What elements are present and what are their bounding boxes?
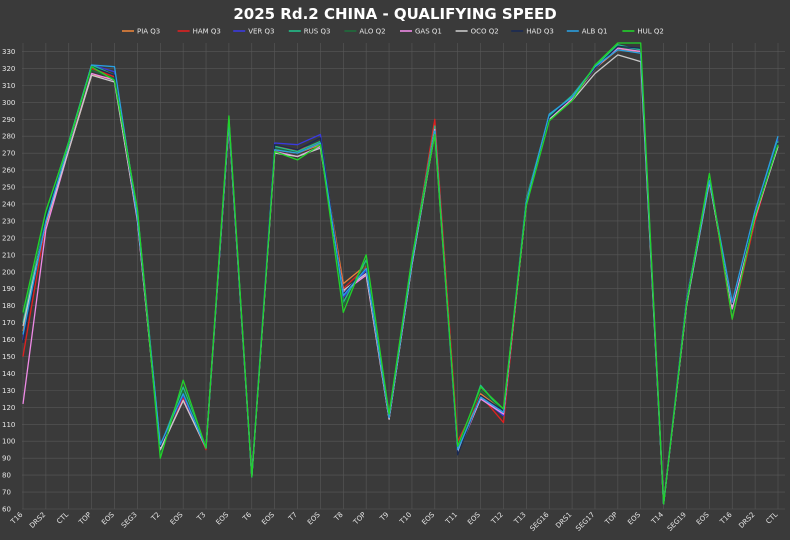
x-tick-label: TOP bbox=[603, 511, 619, 527]
legend-item: PIA Q3 bbox=[122, 28, 160, 36]
x-tick-label: T14 bbox=[649, 510, 665, 526]
y-tick-label: 90 bbox=[2, 455, 11, 463]
y-tick-label: 310 bbox=[2, 82, 15, 90]
x-tick-label: EOS bbox=[260, 510, 276, 526]
y-tick-label: 150 bbox=[2, 353, 15, 361]
y-tick-label: 270 bbox=[2, 150, 15, 158]
legend-label: PIA Q3 bbox=[137, 28, 160, 36]
y-tick-label: 190 bbox=[2, 285, 15, 293]
y-tick-label: 180 bbox=[2, 302, 15, 310]
legend-item: OCO Q2 bbox=[455, 28, 499, 36]
x-tick-label: SEG19 bbox=[666, 511, 688, 533]
x-tick-label: TOP bbox=[351, 511, 367, 527]
legend-item: HAM Q3 bbox=[177, 28, 221, 36]
y-tick-label: 120 bbox=[2, 404, 15, 412]
y-tick-label: 230 bbox=[2, 217, 15, 225]
legend-label: OCO Q2 bbox=[471, 28, 499, 36]
legend-item: ALO Q2 bbox=[344, 28, 386, 36]
series-line-ver-q3 bbox=[22, 45, 779, 505]
legend-label: VER Q3 bbox=[248, 28, 274, 36]
series-line-pia-q3 bbox=[22, 49, 779, 505]
legend-label: ALB Q1 bbox=[582, 28, 608, 36]
x-axis: T16 DRS2 CTL TOP EOS SEG3 T2 EOS T3 EOS T6 EOS T7 EOS… bbox=[9, 510, 780, 532]
x-tick-label: T13 bbox=[512, 511, 528, 527]
y-tick-label: 60 bbox=[2, 506, 11, 514]
legend-label: HAM Q3 bbox=[193, 28, 221, 36]
x-tick-label: TOP bbox=[77, 511, 93, 527]
y-tick-label: 220 bbox=[2, 234, 15, 242]
y-tick-label: 170 bbox=[2, 319, 15, 327]
series-line-had-q3 bbox=[22, 45, 779, 505]
y-tick-label: 300 bbox=[2, 99, 15, 107]
y-tick-label: 240 bbox=[2, 200, 15, 208]
x-tick-label: T6 bbox=[241, 510, 254, 523]
y-axis: 60 70 80 90 100 110 120 130 140 150 160 170 180 190 20… bbox=[2, 48, 15, 514]
legend-item: HAD Q3 bbox=[511, 28, 554, 36]
x-tick-label: T3 bbox=[195, 511, 208, 524]
x-tick-label: EOS bbox=[626, 510, 642, 526]
legend-label: GAS Q1 bbox=[415, 28, 442, 36]
y-tick-label: 330 bbox=[2, 48, 15, 56]
x-tick-label: EOS bbox=[695, 510, 711, 526]
y-tick-label: 140 bbox=[2, 370, 15, 378]
y-tick-label: 210 bbox=[2, 251, 15, 259]
legend-label: HUL Q2 bbox=[637, 28, 663, 36]
y-tick-label: 280 bbox=[2, 133, 15, 141]
x-tick-label: T16 bbox=[9, 510, 25, 526]
legend-label: HAD Q3 bbox=[526, 28, 554, 36]
series-line-ham-q3 bbox=[22, 47, 779, 505]
series-line-gas-q1 bbox=[22, 47, 779, 505]
x-tick-label: DRS2 bbox=[737, 511, 756, 530]
legend-item: ALB Q1 bbox=[566, 28, 608, 36]
legend-label: ALO Q2 bbox=[359, 28, 385, 36]
x-tick-label: CTL bbox=[55, 511, 70, 526]
legend: PIA Q3 HAM Q3 VER Q3 RUS Q3 ALO Q2 GAS Q1 OCO … bbox=[122, 28, 664, 36]
x-tick-label: SEG16 bbox=[529, 510, 551, 532]
series-line-hul-q2 bbox=[22, 42, 779, 505]
series-line-alo-q2 bbox=[22, 45, 779, 505]
x-tick-label: EOS bbox=[306, 510, 322, 526]
legend-item: RUS Q3 bbox=[288, 28, 331, 36]
x-tick-label: T2 bbox=[149, 511, 162, 524]
series-line-rus-q3 bbox=[22, 44, 779, 505]
y-tick-label: 260 bbox=[2, 167, 15, 175]
x-tick-label: DRS2 bbox=[28, 511, 47, 530]
x-tick-label: EOS bbox=[466, 510, 482, 526]
x-tick-label: T7 bbox=[286, 511, 299, 524]
y-tick-label: 70 bbox=[2, 489, 11, 497]
x-tick-label: SEG17 bbox=[574, 511, 596, 533]
y-tick-label: 250 bbox=[2, 184, 15, 192]
y-tick-label: 130 bbox=[2, 387, 15, 395]
y-tick-label: 160 bbox=[2, 336, 15, 344]
x-tick-label: CTL bbox=[765, 511, 780, 526]
x-tick-label: EOS bbox=[100, 510, 116, 526]
x-tick-label: T16 bbox=[718, 510, 734, 526]
x-tick-label: T8 bbox=[332, 511, 345, 524]
x-tick-label: DRS1 bbox=[554, 511, 573, 530]
x-tick-label: T9 bbox=[378, 511, 391, 524]
y-tick-label: 290 bbox=[2, 116, 15, 124]
chart-title: 2025 Rd.2 CHINA - QUALIFYING SPEED bbox=[233, 5, 556, 23]
y-tick-label: 100 bbox=[2, 438, 15, 446]
y-tick-label: 80 bbox=[2, 472, 11, 480]
legend-item: GAS Q1 bbox=[400, 28, 442, 36]
series-line-oco-q2 bbox=[22, 54, 779, 505]
y-tick-label: 200 bbox=[2, 268, 15, 276]
legend-label: RUS Q3 bbox=[304, 28, 331, 36]
y-tick-label: 320 bbox=[2, 65, 15, 73]
series-lines bbox=[22, 42, 779, 505]
x-tick-label: T12 bbox=[489, 511, 505, 527]
legend-item: HUL Q2 bbox=[622, 28, 664, 36]
x-tick-label: T10 bbox=[398, 511, 414, 527]
series-line-alb-q1 bbox=[22, 49, 779, 505]
x-tick-label: EOS bbox=[420, 510, 436, 526]
y-tick-label: 110 bbox=[2, 421, 15, 429]
grid bbox=[22, 43, 785, 510]
x-tick-label: T11 bbox=[443, 511, 459, 527]
x-tick-label: EOS bbox=[214, 510, 230, 526]
x-tick-label: SEG3 bbox=[120, 511, 139, 530]
legend-item: VER Q3 bbox=[233, 28, 274, 36]
x-tick-label: EOS bbox=[169, 510, 185, 526]
